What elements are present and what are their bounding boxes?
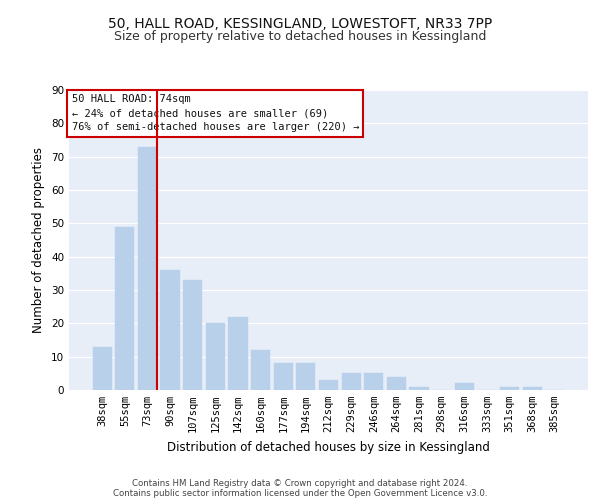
Bar bbox=[138, 146, 157, 390]
Bar bbox=[341, 374, 361, 390]
Bar bbox=[455, 384, 474, 390]
Y-axis label: Number of detached properties: Number of detached properties bbox=[32, 147, 46, 333]
Text: Contains HM Land Registry data © Crown copyright and database right 2024.: Contains HM Land Registry data © Crown c… bbox=[132, 478, 468, 488]
Text: Contains public sector information licensed under the Open Government Licence v3: Contains public sector information licen… bbox=[113, 488, 487, 498]
Bar bbox=[500, 386, 519, 390]
Bar bbox=[274, 364, 293, 390]
Bar bbox=[364, 374, 383, 390]
Bar bbox=[92, 346, 112, 390]
Bar bbox=[183, 280, 202, 390]
Bar bbox=[229, 316, 248, 390]
Bar bbox=[160, 270, 180, 390]
Text: 50 HALL ROAD: 74sqm
← 24% of detached houses are smaller (69)
76% of semi-detach: 50 HALL ROAD: 74sqm ← 24% of detached ho… bbox=[71, 94, 359, 132]
Bar bbox=[387, 376, 406, 390]
Bar bbox=[115, 226, 134, 390]
Bar bbox=[409, 386, 428, 390]
Bar bbox=[523, 386, 542, 390]
Text: Size of property relative to detached houses in Kessingland: Size of property relative to detached ho… bbox=[114, 30, 486, 43]
X-axis label: Distribution of detached houses by size in Kessingland: Distribution of detached houses by size … bbox=[167, 440, 490, 454]
Bar bbox=[251, 350, 270, 390]
Bar bbox=[319, 380, 338, 390]
Bar bbox=[206, 324, 225, 390]
Bar bbox=[296, 364, 316, 390]
Text: 50, HALL ROAD, KESSINGLAND, LOWESTOFT, NR33 7PP: 50, HALL ROAD, KESSINGLAND, LOWESTOFT, N… bbox=[108, 18, 492, 32]
